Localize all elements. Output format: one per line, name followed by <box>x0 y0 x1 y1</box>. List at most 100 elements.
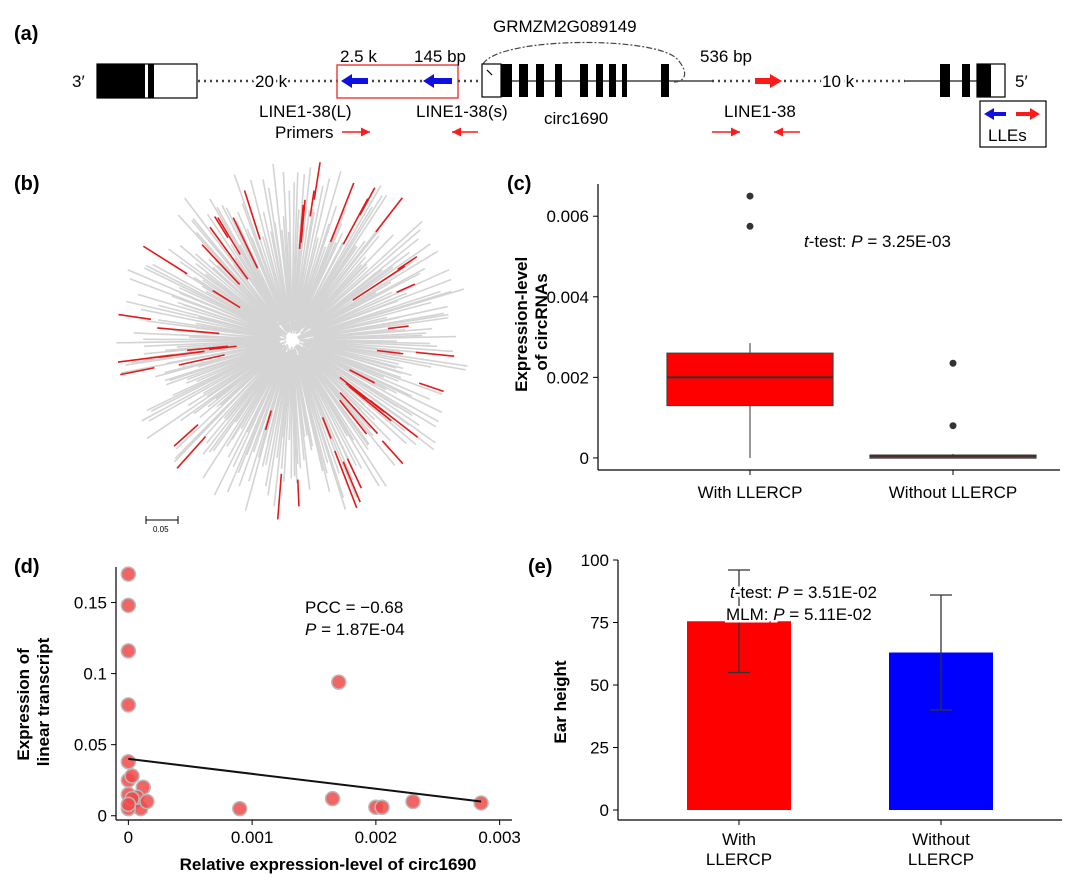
legend-blue-arrow-icon <box>984 108 1006 120</box>
tree-branch <box>195 231 280 327</box>
tree-branch-lle <box>418 382 444 393</box>
tree-branch <box>305 341 432 368</box>
d-point <box>124 768 140 784</box>
tree-branch <box>145 264 282 336</box>
d-xtick-label: 0.002 <box>355 828 398 847</box>
e-ytick-label: 50 <box>590 676 609 695</box>
e-xtick-label: LLERCP <box>706 850 772 869</box>
tree-branch <box>316 342 468 367</box>
e-xtick-label: Without <box>912 830 970 849</box>
tree-branch <box>148 345 282 422</box>
tree-branch-lle <box>397 255 418 271</box>
c-ytick-label: 0.006 <box>546 207 589 226</box>
d-point <box>120 566 137 582</box>
tree-branch <box>233 174 290 331</box>
tree-branch <box>306 352 407 445</box>
tree-branch-lle <box>142 245 188 275</box>
panel-c: (c) 0 0.002 0.004 0.006 With LLERCP Without L… <box>507 173 1060 502</box>
tree-branch <box>300 363 358 498</box>
tree-branch <box>315 340 437 348</box>
e-ylabel: Ear height <box>551 660 570 743</box>
c-outlier <box>746 192 754 200</box>
tree-branch <box>180 345 284 422</box>
tree-branch <box>158 304 281 338</box>
d-xtick-label: 0.003 <box>478 828 521 847</box>
tree-branch <box>238 347 290 487</box>
tree-scale-bar: 0.05 <box>145 516 179 534</box>
tree-branch <box>274 222 290 320</box>
distance-20k: 20 k <box>255 72 288 91</box>
tree-branch-lle <box>375 197 403 233</box>
tree-branch <box>265 364 288 465</box>
tree-branch <box>315 313 449 338</box>
circ1690-gene-model <box>481 63 712 98</box>
tree-branch <box>313 316 449 338</box>
tree-branch-lle <box>346 458 363 489</box>
legend-lles-label: LLEs <box>988 126 1027 145</box>
distance-10k: 10 k <box>822 72 855 91</box>
tree-branch <box>295 232 344 332</box>
tree-branch-lle <box>276 473 283 520</box>
tree-branch <box>296 185 324 316</box>
tree-branch-lle <box>415 351 455 358</box>
tree-branch <box>164 341 287 382</box>
tree-branch-lle <box>214 216 229 239</box>
panel-b: (b) 0.05 <box>14 162 468 534</box>
tree-branch <box>299 185 382 327</box>
tree-branch <box>300 361 354 481</box>
c-box <box>666 352 834 407</box>
right-gene-block <box>905 63 1006 98</box>
tree-branch <box>266 349 291 444</box>
d-xtick-label: 0 <box>124 828 133 847</box>
tree-branch <box>297 344 417 446</box>
tree-branch-lle <box>209 226 249 280</box>
tree-branch <box>296 245 317 320</box>
d-point <box>331 674 347 690</box>
distance-145bp: 145 bp <box>414 47 466 66</box>
tree-branch <box>297 235 380 334</box>
tree-branch <box>281 229 291 316</box>
tree-branch <box>294 352 324 472</box>
tree-branch <box>303 340 454 353</box>
tree-branch <box>293 346 347 510</box>
d-ytick-label: 0.15 <box>74 594 107 613</box>
scale-bar-label: 0.05 <box>153 525 169 534</box>
tree-branch <box>174 343 289 460</box>
tree-branch <box>137 293 276 336</box>
c-ttest-annotation: t-test: P = 3.25E-03 <box>804 232 951 251</box>
tree-branch <box>293 211 315 325</box>
tree-branch <box>141 347 278 422</box>
red-arrow-right <box>755 74 782 88</box>
tree-branch <box>297 205 338 323</box>
label-primers: Primers <box>275 123 334 142</box>
tree-branch <box>127 268 272 332</box>
panel-d: (d) 0 0.05 0.1 0.15 0 0.001 0.002 0.003 PCC = −… <box>14 556 521 874</box>
tree-branch <box>301 361 357 478</box>
tree-branch <box>216 351 279 408</box>
tree-branch-lle <box>321 417 332 439</box>
d-ytick-label: 0 <box>98 807 107 826</box>
tree-branch-lle <box>212 289 241 309</box>
d-pcc-annotation: PCC = −0.68 <box>305 598 403 617</box>
tree-branch <box>208 348 287 453</box>
tree-branch-lle <box>339 399 368 435</box>
tree-branch-lle <box>359 187 376 216</box>
tree-branch-lle <box>118 313 152 321</box>
tree-branch-lle <box>201 244 241 286</box>
tree-branch <box>212 266 279 328</box>
c-xtick-label: Without LLERCP <box>889 483 1018 502</box>
tree-branch <box>235 220 288 330</box>
tree-branch <box>300 235 349 323</box>
tree-branch <box>310 349 440 423</box>
tree-branch <box>297 351 357 466</box>
label-circ1690: circ1690 <box>544 109 608 128</box>
tree-branch <box>303 347 420 427</box>
d-point <box>374 799 390 815</box>
tree-branch-lle <box>342 198 369 245</box>
tree-branch <box>303 220 423 330</box>
e-ytick-label: 0 <box>600 801 609 820</box>
tree-branch-lle <box>376 349 404 355</box>
tree-branch <box>267 350 292 496</box>
d-point <box>120 796 137 813</box>
